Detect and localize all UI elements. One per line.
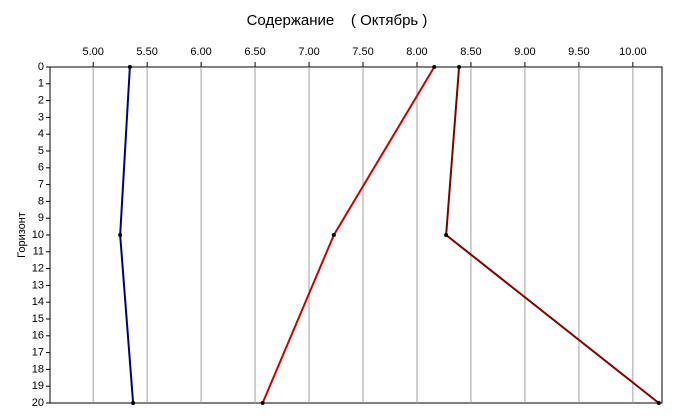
x-tick-label: 9.00 <box>514 46 535 58</box>
x-tick-label: 6.00 <box>190 46 211 58</box>
data-point <box>457 65 462 69</box>
y-tick-label: 14 <box>32 296 44 308</box>
x-tick-label: 5.50 <box>136 46 157 58</box>
y-tick-label: 11 <box>33 246 44 258</box>
x-tick-label: 9.50 <box>568 46 589 58</box>
plot-area <box>49 66 663 404</box>
y-tick-label: 1 <box>38 78 44 90</box>
data-point <box>444 233 449 237</box>
chart-title: Содержание ( Октябрь ) <box>247 12 428 29</box>
y-tick-label: 15 <box>32 313 44 325</box>
y-tick-label: 20 <box>32 397 44 409</box>
y-tick-label: 7 <box>38 179 44 191</box>
x-tick-label: 7.00 <box>298 46 319 58</box>
x-tick-label: 6.50 <box>244 46 265 58</box>
y-tick-label: 18 <box>32 363 44 375</box>
y-tick-label: 16 <box>32 330 44 342</box>
y-tick-label: 2 <box>38 95 44 107</box>
data-point <box>656 401 661 405</box>
x-tick-label: 8.50 <box>460 46 481 58</box>
data-point <box>331 233 336 237</box>
y-tick-label: 12 <box>32 263 44 275</box>
data-point <box>260 401 265 405</box>
data-point <box>131 401 136 405</box>
y-tick-label: 19 <box>32 380 44 392</box>
y-tick-label: 9 <box>38 212 44 224</box>
x-tick-label: 8.00 <box>406 46 427 58</box>
data-point <box>127 65 132 69</box>
y-tick-label: 6 <box>38 162 44 174</box>
y-tick-label: 13 <box>32 279 44 291</box>
y-tick-label: 8 <box>38 195 44 207</box>
y-tick-label: 4 <box>38 128 44 140</box>
y-tick-label: 0 <box>38 61 44 73</box>
data-point <box>432 65 437 69</box>
x-tick-label: 7.50 <box>352 46 373 58</box>
data-point <box>118 233 123 237</box>
y-tick-label: 5 <box>38 145 44 157</box>
y-tick-label: 3 <box>38 111 44 123</box>
y-axis-label: Горизонт <box>16 212 28 258</box>
x-tick-label: 5.00 <box>82 46 103 58</box>
y-tick-label: 17 <box>32 347 44 359</box>
y-tick-label: 10 <box>32 229 44 241</box>
x-tick-label: 10.00 <box>619 46 647 58</box>
